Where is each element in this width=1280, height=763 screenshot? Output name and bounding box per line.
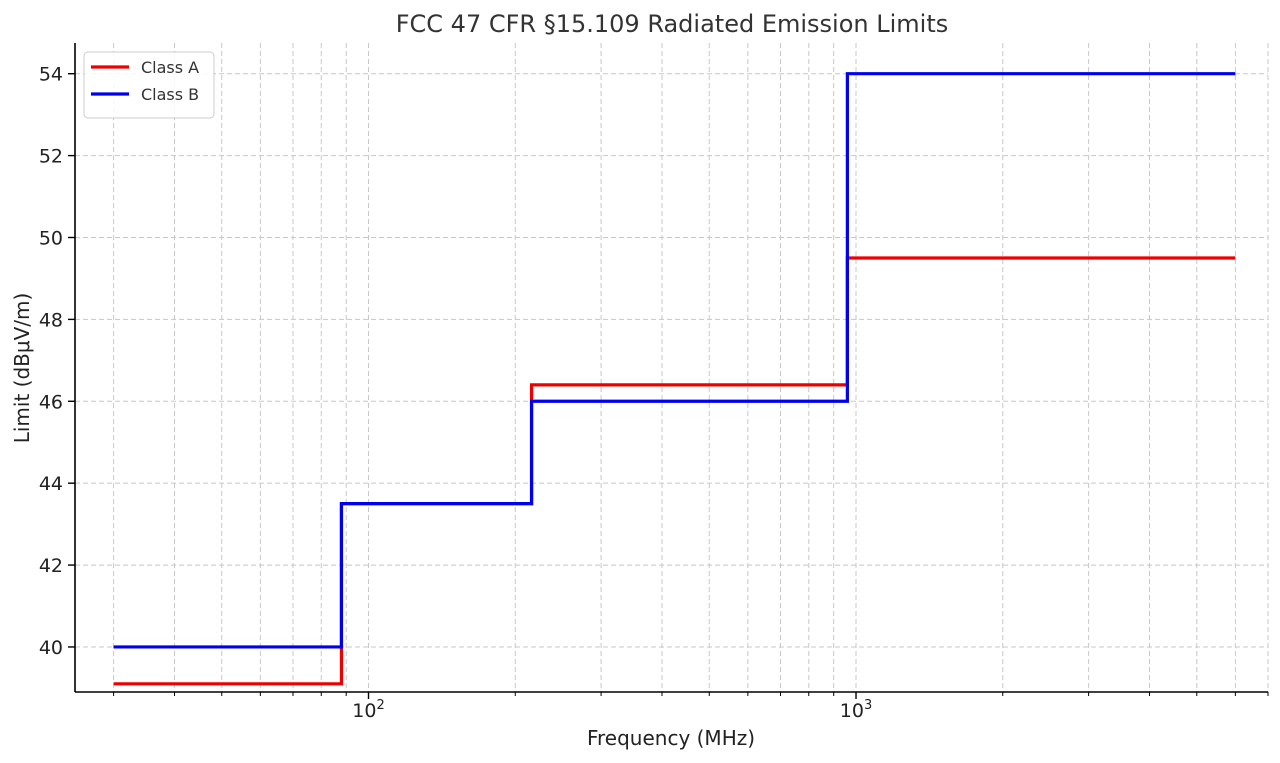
- series-line-class-b: [113, 72, 1236, 649]
- y-tick-label: 44: [39, 473, 63, 495]
- y-axis-label: Limit (dBμV/m): [10, 293, 34, 444]
- y-tick-label: 54: [39, 64, 63, 86]
- y-tick-label: 48: [39, 309, 63, 331]
- legend: Class A Class B: [83, 51, 215, 119]
- y-tick-label: 52: [39, 146, 63, 168]
- x-tick-label: 102: [352, 698, 384, 722]
- y-tick-label: 50: [39, 227, 63, 249]
- axes: 102 103 40 42 44 46 48 50 52 54: [39, 43, 1269, 722]
- grid: [75, 43, 1269, 692]
- x-axis-label: Frequency (MHz): [587, 726, 755, 750]
- legend-label: Class B: [141, 85, 199, 104]
- y-tick-label: 46: [39, 391, 63, 413]
- y-tick-label: 42: [39, 555, 63, 577]
- y-tick-label: 40: [39, 637, 63, 659]
- chart-title: FCC 47 CFR §15.109 Radiated Emission Lim…: [396, 10, 949, 38]
- legend-label: Class A: [141, 58, 199, 77]
- x-tick-label: 103: [840, 698, 872, 722]
- series-lines: [113, 72, 1236, 686]
